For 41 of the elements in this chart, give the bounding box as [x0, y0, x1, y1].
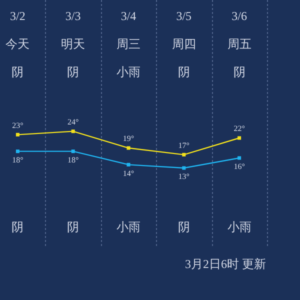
data-label: 23° — [12, 120, 24, 130]
text: 阴 — [12, 220, 24, 234]
text: 阴 — [178, 220, 190, 234]
x-tick-label: 3/6 — [232, 9, 247, 24]
point — [182, 166, 186, 170]
x-tick-label: 3/3 — [65, 9, 81, 24]
data-label: 16° — [234, 162, 245, 172]
x-tick-label: 3/5 — [176, 9, 192, 24]
text: 周五 — [227, 37, 252, 52]
data-label: 19° — [122, 134, 134, 144]
data-label: 14° — [122, 168, 134, 178]
x-tick-label: 3/4 — [120, 9, 136, 24]
text: 小雨 — [116, 65, 140, 80]
text: 3月2日6时 更新 — [185, 257, 266, 272]
data-label: 18° — [68, 155, 79, 164]
text: 阴 — [233, 65, 246, 80]
point — [71, 150, 75, 154]
data-label: 17° — [178, 140, 190, 150]
text: 周四 — [172, 37, 196, 52]
point — [182, 152, 186, 156]
point — [126, 162, 130, 166]
x-tick-label: 3/2 — [10, 9, 26, 24]
data-label: 18° — [12, 155, 24, 164]
point — [16, 150, 20, 154]
point — [238, 136, 242, 140]
point — [238, 156, 242, 160]
text: 周三 — [116, 37, 140, 52]
data-label: 22° — [234, 124, 245, 134]
point — [71, 130, 75, 134]
data-label: 24° — [68, 117, 79, 126]
data-label: 13° — [178, 172, 190, 182]
text: 今天 — [6, 37, 30, 52]
point — [126, 146, 130, 150]
point — [16, 132, 20, 136]
text: 明天 — [61, 37, 86, 52]
text: 阴 — [178, 65, 190, 80]
text: 小雨 — [116, 220, 140, 234]
text: 阴 — [67, 65, 80, 80]
text: 阴 — [67, 220, 80, 234]
text: 阴 — [12, 65, 24, 80]
text: 小雨 — [227, 220, 252, 234]
